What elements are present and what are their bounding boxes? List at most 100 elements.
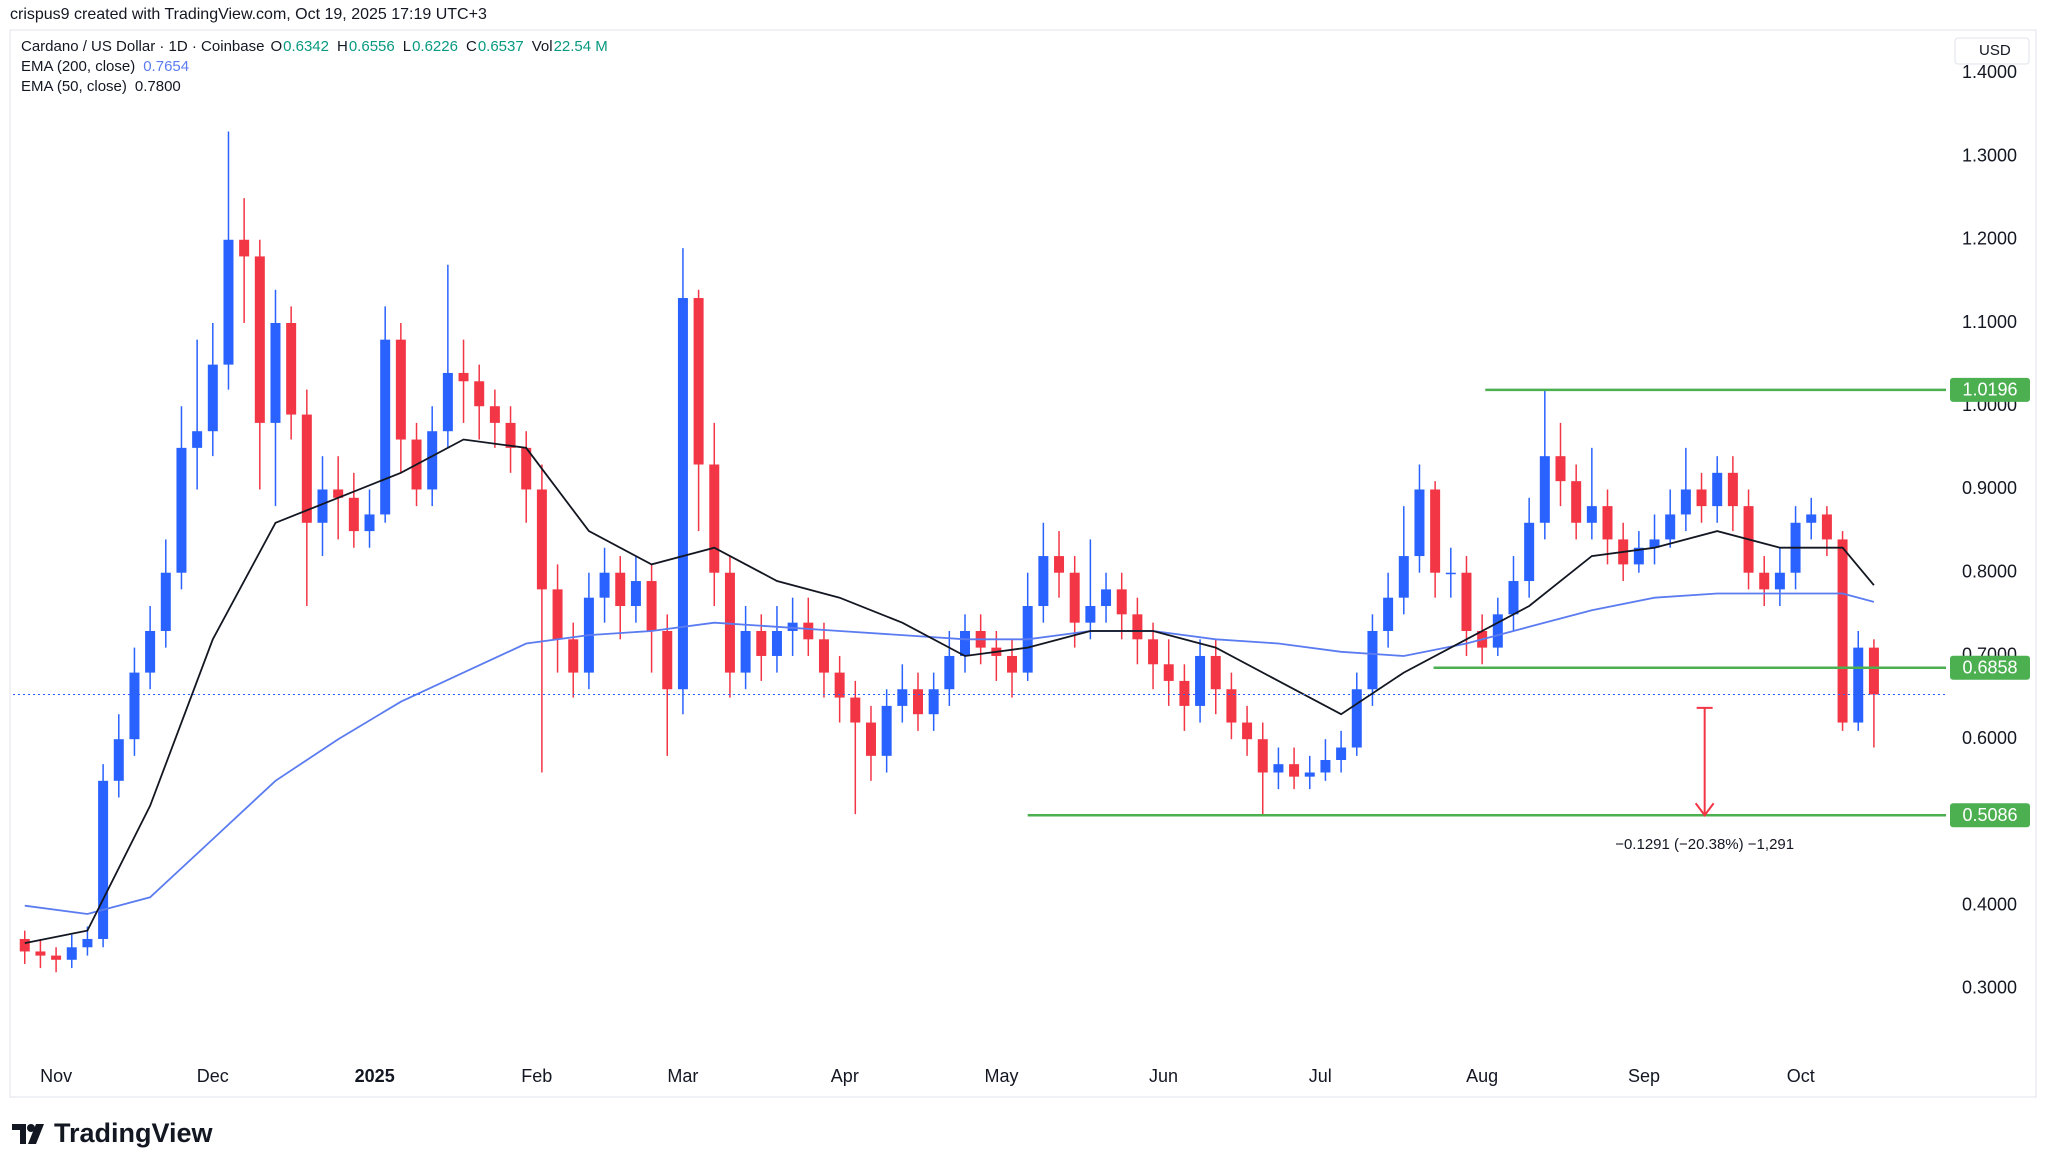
candle-body xyxy=(505,422,516,448)
candle-body xyxy=(348,497,359,532)
candle-body xyxy=(944,655,955,690)
candle-body xyxy=(1633,547,1644,565)
candle-body xyxy=(1696,489,1707,507)
candle-body xyxy=(1508,581,1519,615)
candle-body xyxy=(427,431,438,490)
y-tick-label: 1.2000 xyxy=(1962,229,2017,249)
x-tick-label: 2025 xyxy=(355,1066,395,1086)
candle-body xyxy=(254,256,265,423)
candle-body xyxy=(1571,481,1582,523)
candle-body xyxy=(1148,639,1159,665)
ohlc-key: O xyxy=(270,38,283,55)
candle-body xyxy=(1007,655,1018,673)
x-tick-label: Apr xyxy=(831,1066,859,1086)
ema-line xyxy=(24,438,1875,944)
candle-body xyxy=(1179,680,1190,706)
candle-body xyxy=(865,722,876,756)
candle-body xyxy=(1069,572,1080,623)
indicator-value: 0.7800 xyxy=(134,78,181,95)
candle-body xyxy=(1821,514,1832,540)
candle-body xyxy=(129,672,140,740)
candle-body xyxy=(1868,647,1879,695)
candle-body xyxy=(1445,572,1456,575)
candle-body xyxy=(897,689,908,706)
level-label: 0.5086 xyxy=(1962,805,2017,825)
candle-body xyxy=(1163,664,1174,681)
ohlc-item: O 0.6342 xyxy=(270,38,329,55)
candle-body xyxy=(1116,589,1127,615)
candle-body xyxy=(709,464,720,573)
candle-body xyxy=(1727,472,1738,507)
candle-body xyxy=(912,689,923,715)
candle-body xyxy=(1398,556,1409,598)
candle-body xyxy=(1367,630,1378,690)
x-tick-label: Dec xyxy=(197,1066,229,1086)
candle-body xyxy=(66,947,77,960)
candle-body xyxy=(677,298,688,690)
candle-body xyxy=(1680,489,1691,515)
candle-body xyxy=(286,323,297,415)
candle-body xyxy=(536,489,547,590)
candle-body xyxy=(1257,739,1268,773)
y-tick-label: 1.3000 xyxy=(1962,145,2017,165)
candle-body xyxy=(1351,689,1362,748)
candle-body xyxy=(1132,614,1143,640)
candle-body xyxy=(1289,764,1300,777)
candle-body xyxy=(1336,747,1347,761)
candle-body xyxy=(1806,514,1817,523)
x-tick-label: Sep xyxy=(1628,1066,1660,1086)
indicator-row: EMA (200, close) 0.7654 xyxy=(21,58,189,75)
measure-label: −0.1291 (−20.38%) −1,291 xyxy=(1615,836,1794,853)
candle-body xyxy=(1430,489,1441,573)
chart: 1.40001.30001.20001.10001.00000.90000.80… xyxy=(9,29,2037,1098)
candle-body xyxy=(818,639,829,673)
y-tick-label: 0.6000 xyxy=(1962,728,2017,748)
candle-body xyxy=(724,572,735,673)
indicator-value: 0.7654 xyxy=(143,58,190,75)
candle-body xyxy=(1524,522,1535,582)
candle-body xyxy=(1853,647,1864,723)
candle-body xyxy=(1085,606,1096,623)
level-label: 0.6858 xyxy=(1962,658,2017,678)
candle-body xyxy=(317,489,328,523)
candle-body xyxy=(442,372,453,432)
x-tick-label: Feb xyxy=(521,1066,552,1086)
legend-main: Cardano / US Dollar · 1D · Coinbase O 0.6… xyxy=(21,38,608,55)
indicator-name: EMA (200, close) xyxy=(21,58,136,75)
candle-body xyxy=(1602,506,1613,540)
candle-body xyxy=(395,339,406,440)
ohlc-key: Vol xyxy=(531,38,553,55)
candle-body xyxy=(1774,572,1785,590)
plot xyxy=(13,131,1946,973)
ema-line xyxy=(24,592,1875,915)
candle-body xyxy=(51,955,62,960)
level-label-box xyxy=(1950,377,2030,402)
ohlc-value: 0.6226 xyxy=(412,38,458,55)
candle-body xyxy=(1555,456,1566,482)
candle-body xyxy=(1383,597,1394,631)
level-label-box xyxy=(1950,803,2030,828)
candle-body xyxy=(113,739,124,781)
candle-body xyxy=(1649,539,1660,548)
candle-body xyxy=(207,364,218,432)
candle-body xyxy=(1226,689,1237,723)
candle-body xyxy=(834,672,845,698)
level-label-box xyxy=(1950,655,2030,680)
candle-body xyxy=(145,630,156,673)
x-tick-label: Jun xyxy=(1149,1066,1178,1086)
candle-body xyxy=(458,372,469,382)
y-tick-label: 1.4000 xyxy=(1962,62,2017,82)
x-tick-label: May xyxy=(985,1066,1019,1086)
candle-body xyxy=(1101,589,1112,607)
candle-body xyxy=(787,622,798,631)
candle-body xyxy=(1054,556,1065,573)
candle-body xyxy=(521,447,532,490)
y-tick-label: 0.4000 xyxy=(1962,894,2017,914)
candle-body xyxy=(1539,456,1550,523)
candle-body xyxy=(1195,655,1206,706)
x-tick-label: Oct xyxy=(1787,1066,1815,1086)
candle-body xyxy=(98,780,109,939)
y-tick-label: 1.1000 xyxy=(1962,312,2017,332)
currency-box xyxy=(1954,37,2030,65)
